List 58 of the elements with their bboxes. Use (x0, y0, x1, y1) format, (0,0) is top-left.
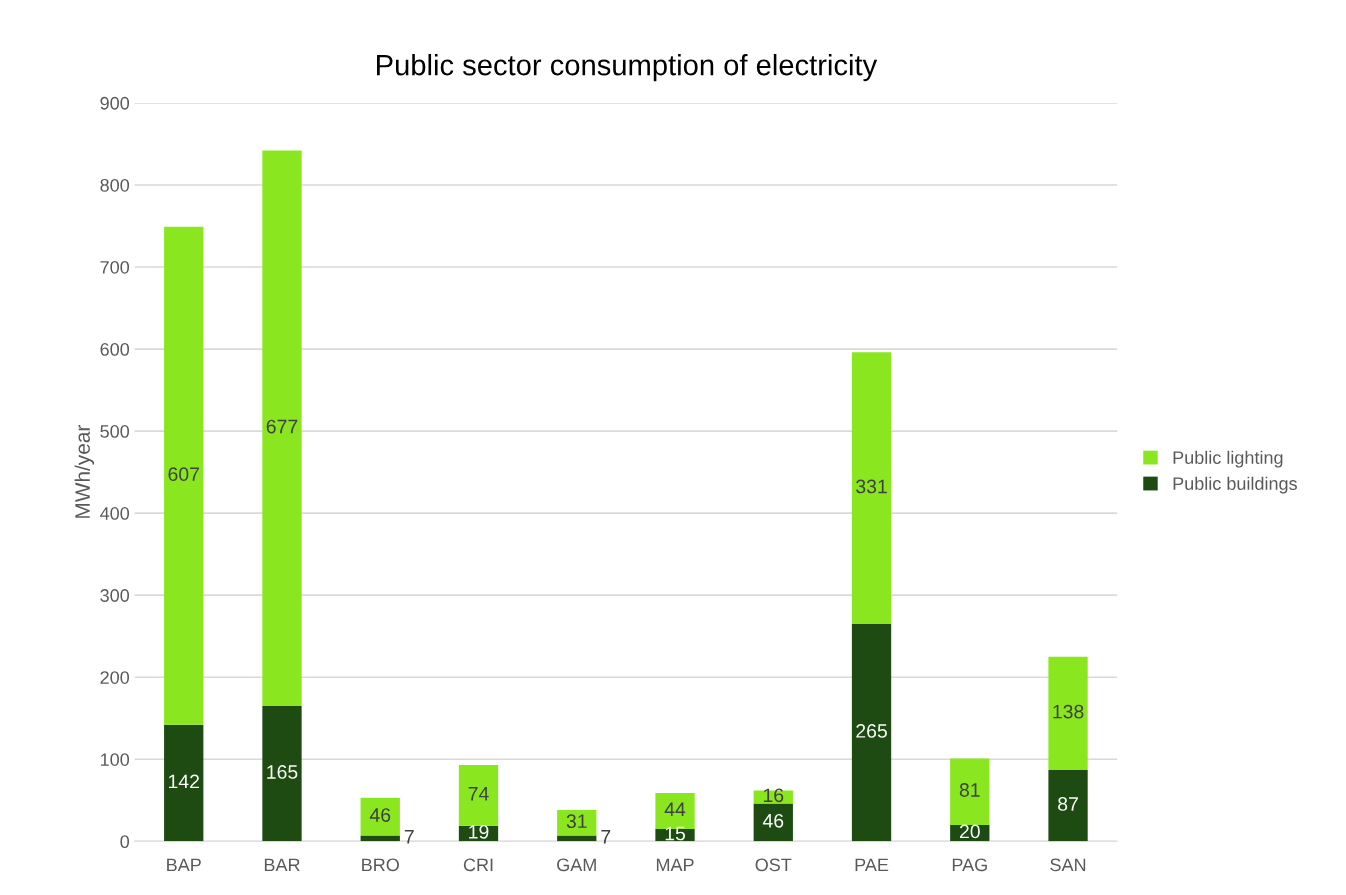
bar (950, 758, 990, 825)
bar (262, 150, 302, 706)
data-label: 16 (763, 788, 784, 803)
y-tick-label: 0 (120, 835, 130, 849)
y-tick-label: 300 (100, 589, 130, 602)
data-label: 31 (566, 814, 587, 829)
bar (458, 765, 499, 826)
y-tick-label: 500 (100, 425, 130, 438)
data-label: 7 (601, 830, 611, 844)
data-label: 165 (267, 765, 298, 779)
y-axis-title: MWh/year (74, 425, 95, 518)
bar (753, 803, 793, 842)
data-label: 7 (404, 830, 414, 844)
x-tick-label: PAG (952, 858, 987, 872)
x-tick-label: PAE (855, 858, 889, 872)
bar (164, 724, 204, 842)
y-tick-label: 600 (100, 342, 130, 356)
data-label: 74 (468, 787, 489, 801)
x-tick-label: OST (755, 858, 792, 872)
bar (851, 352, 892, 624)
y-tick-label: 200 (100, 671, 130, 684)
x-tick-label: BAP (167, 858, 201, 872)
y-tick-label: 800 (100, 178, 130, 192)
data-label: 87 (1058, 797, 1078, 811)
y-tick-label: 900 (100, 96, 130, 110)
data-label: 138 (1053, 704, 1084, 719)
x-tick-label: MAP (656, 858, 694, 872)
data-label: 20 (959, 824, 980, 839)
bar (360, 797, 400, 836)
x-tick-label: BRO (362, 858, 399, 872)
data-label: 331 (856, 479, 887, 494)
bar (1048, 769, 1088, 842)
x-tick-label: BAR (264, 858, 300, 872)
bar (557, 810, 597, 836)
x-tick-label: CRI (463, 858, 493, 872)
bar (1048, 656, 1088, 770)
data-label: 44 (664, 802, 686, 816)
legend-label: Public buildings (1173, 476, 1297, 494)
data-label: 265 (856, 724, 887, 738)
x-tick-label: GAM (557, 858, 596, 872)
bar (753, 790, 793, 804)
x-tick-label: SAN (1050, 858, 1086, 872)
data-label: 607 (168, 467, 199, 482)
data-label: 81 (959, 783, 980, 797)
y-tick-label: 100 (100, 753, 130, 766)
bar (262, 705, 302, 842)
data-label: 142 (168, 774, 199, 789)
chart-title: Public sector consumption of electricity (377, 54, 878, 82)
bar (851, 623, 892, 842)
data-label: 19 (469, 824, 489, 839)
y-tick-label: 400 (100, 507, 130, 520)
y-tick-label: 700 (100, 260, 130, 274)
data-label: 677 (266, 419, 298, 434)
data-label: 46 (762, 813, 784, 828)
data-label: 46 (369, 808, 391, 822)
data-label: 15 (665, 826, 686, 841)
bar (164, 226, 204, 725)
legend-label: Public lighting (1173, 450, 1283, 468)
